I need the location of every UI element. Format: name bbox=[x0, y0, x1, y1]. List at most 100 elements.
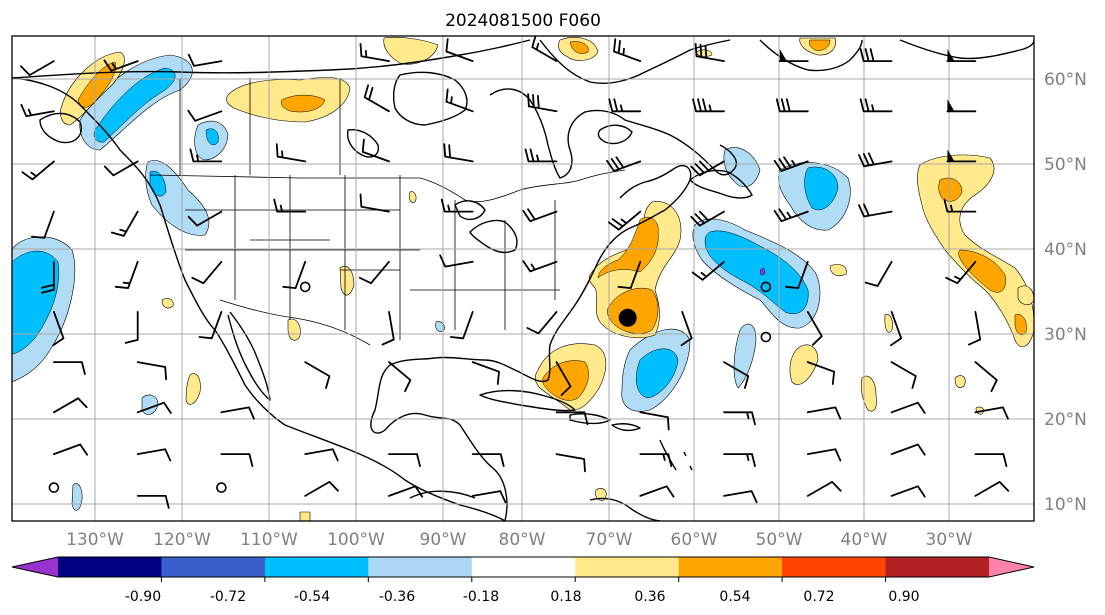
wind-barb bbox=[187, 109, 223, 122]
lon-label: 30°W bbox=[926, 530, 973, 550]
colorbar-swatch bbox=[12, 557, 58, 577]
wind-barb bbox=[361, 138, 390, 163]
wind-barb bbox=[388, 361, 412, 393]
wind-barb bbox=[723, 411, 756, 426]
wind-barb bbox=[890, 361, 917, 389]
wind-barb bbox=[974, 481, 1010, 497]
wind-barb bbox=[440, 198, 474, 213]
wind-barb bbox=[806, 481, 842, 497]
lat-label: 50°N bbox=[1044, 155, 1087, 175]
longitude-labels: 130°W 120°W 110°W 100°W 90°W 80°W 70°W 6… bbox=[66, 530, 973, 550]
wind-barb-pennant bbox=[947, 49, 955, 62]
wind-barbs bbox=[20, 36, 1010, 509]
wind-barb bbox=[20, 103, 55, 117]
lon-label: 40°W bbox=[841, 530, 888, 550]
wind-barb bbox=[136, 448, 172, 462]
wind-barb bbox=[858, 152, 893, 168]
wind-barb bbox=[555, 453, 586, 473]
calm-wind-marker bbox=[48, 482, 60, 493]
lon-label: 90°W bbox=[420, 530, 467, 550]
colorbar-tick-label: -0.18 bbox=[463, 589, 499, 605]
wind-barb bbox=[189, 148, 223, 163]
lon-label: 60°W bbox=[671, 530, 718, 550]
latitude-labels: 60°N 50°N 40°N 30°N 20°N 10°N bbox=[1044, 70, 1087, 515]
colorbar-tick-label: 0.90 bbox=[888, 589, 919, 605]
wind-barb bbox=[680, 311, 693, 347]
map-panel bbox=[11, 35, 1035, 522]
wind-barb bbox=[527, 93, 558, 113]
wind-barb bbox=[974, 406, 1009, 420]
wind-barb bbox=[968, 311, 982, 346]
wind-barb bbox=[304, 481, 339, 497]
wind-barb bbox=[775, 98, 809, 113]
colorbar-swatch bbox=[161, 557, 266, 577]
wind-barb bbox=[864, 260, 893, 287]
wind-barb bbox=[445, 38, 474, 62]
wind-barb bbox=[690, 210, 725, 227]
wind-barb bbox=[191, 260, 223, 285]
wind-barb bbox=[53, 397, 88, 414]
colorbar-swatch bbox=[782, 557, 886, 577]
wind-barb bbox=[471, 490, 507, 504]
wind-barb bbox=[723, 490, 758, 504]
colorbar-swatch bbox=[989, 557, 1034, 577]
wind-barb bbox=[114, 260, 139, 289]
colorbar-swatch bbox=[678, 557, 783, 577]
lon-label: 120°W bbox=[153, 530, 211, 550]
calm-wind-marker bbox=[760, 331, 772, 343]
wind-barb bbox=[943, 198, 977, 213]
wind-barb bbox=[890, 311, 903, 347]
colorbar-swatch bbox=[264, 557, 369, 577]
wind-barb bbox=[471, 361, 500, 385]
wind-barb bbox=[723, 361, 750, 389]
wind-barb bbox=[555, 361, 572, 396]
wind-barb bbox=[806, 311, 823, 346]
colorbar-tick-label: -0.72 bbox=[210, 589, 246, 605]
wind-barb bbox=[692, 98, 725, 113]
wind-barb bbox=[859, 48, 893, 62]
calm-wind-marker bbox=[216, 482, 227, 493]
wind-barb bbox=[136, 401, 172, 414]
wind-barb bbox=[273, 198, 307, 213]
wind-barb bbox=[531, 36, 558, 62]
colorbar-swatch bbox=[575, 557, 680, 577]
wind-barb bbox=[20, 60, 55, 76]
wind-barb bbox=[187, 210, 223, 227]
lon-label: 100°W bbox=[327, 530, 385, 550]
wind-barb bbox=[806, 406, 842, 420]
wind-barb bbox=[639, 411, 670, 431]
calm-wind-marker bbox=[760, 281, 772, 293]
colorbar-tick-label: -0.90 bbox=[125, 589, 161, 605]
lat-label: 40°N bbox=[1044, 240, 1087, 260]
wind-barb bbox=[363, 84, 390, 113]
lon-label: 50°W bbox=[756, 530, 803, 550]
wind-barb bbox=[443, 143, 474, 163]
colorbar-tick-label: 0.54 bbox=[719, 589, 750, 605]
colorbar-swatch bbox=[58, 557, 162, 577]
wind-barb bbox=[526, 311, 558, 335]
lat-label: 10°N bbox=[1044, 495, 1087, 515]
colorbar-swatch bbox=[885, 557, 990, 577]
colorbar: -0.90 -0.72 -0.54 -0.36 -0.18 0.18 0.36 … bbox=[11, 556, 1035, 605]
wind-barb bbox=[21, 160, 55, 181]
wind-barb bbox=[773, 156, 809, 172]
wind-barb bbox=[522, 208, 558, 223]
wind-barb bbox=[806, 448, 842, 462]
calm-wind-markers bbox=[48, 281, 772, 493]
wind-barb bbox=[282, 260, 307, 289]
wind-barb bbox=[445, 88, 474, 113]
wind-barb bbox=[691, 260, 725, 281]
wind-barb bbox=[381, 311, 395, 346]
figure-title: 2024081500 F060 bbox=[445, 11, 601, 31]
wind-barb bbox=[220, 406, 255, 420]
wind-barb bbox=[220, 453, 254, 467]
wind-barb bbox=[471, 453, 505, 467]
lon-label: 110°W bbox=[240, 530, 298, 550]
wind-barb bbox=[304, 361, 331, 389]
wind-barb bbox=[359, 43, 390, 62]
wind-barb bbox=[690, 160, 725, 177]
wind-barb bbox=[890, 443, 926, 456]
colorbar-swatch bbox=[368, 557, 473, 577]
colorbar-tick-label: -0.54 bbox=[294, 589, 330, 605]
wind-barb bbox=[136, 495, 170, 509]
